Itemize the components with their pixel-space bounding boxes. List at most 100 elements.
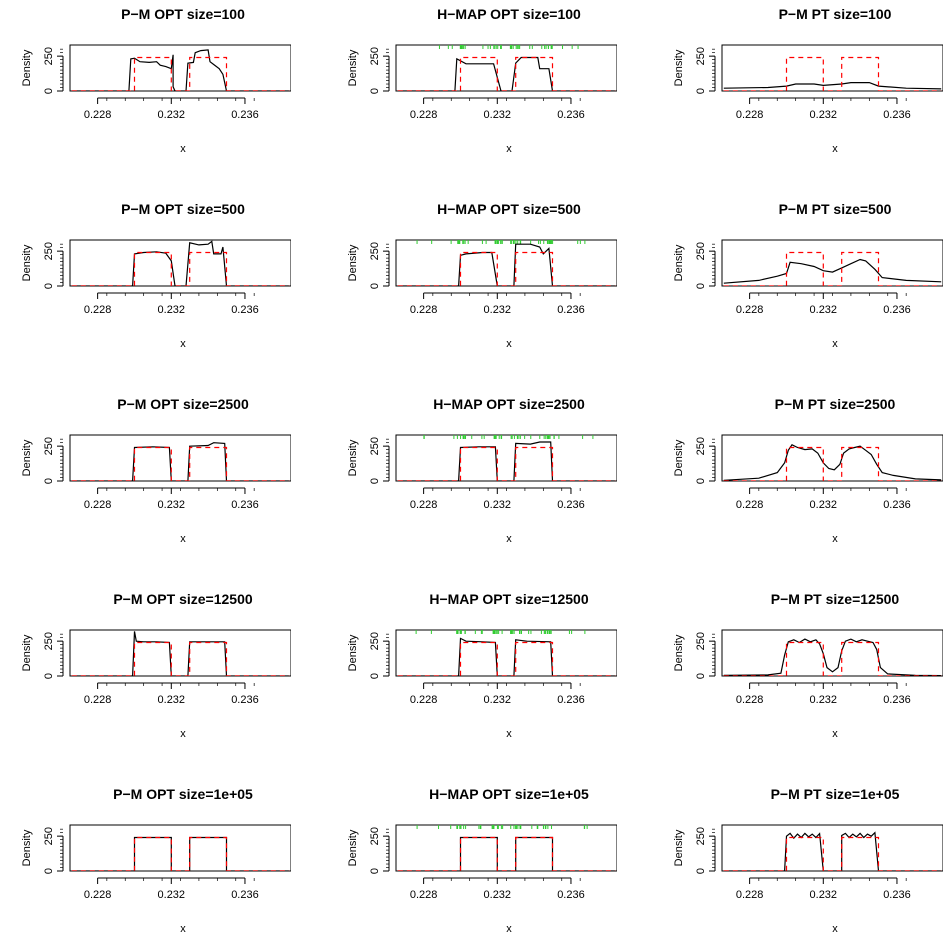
y-tick-label: 0	[369, 673, 381, 679]
x-tick-label: 0.232	[484, 889, 512, 901]
y-tick-label: 0	[43, 868, 55, 874]
y-tick-label: 250	[695, 632, 707, 650]
chart-title: H−MAP OPT size=12500	[429, 591, 588, 607]
chart-title: P−M PT size=100	[779, 6, 892, 22]
y-axis-label: Density	[21, 829, 33, 866]
chart-title: H−MAP OPT size=1e+05	[429, 786, 589, 802]
y-tick-label: 250	[369, 437, 381, 455]
plot-frame	[69, 44, 291, 92]
y-axis-label: Density	[21, 244, 33, 281]
true-density-line	[723, 641, 942, 676]
rug-marks	[416, 240, 586, 244]
estimated-density-line	[723, 258, 942, 284]
x-axis-label: x	[180, 143, 186, 155]
y-tick-label: 250	[695, 242, 707, 260]
y-axis-label: Density	[347, 49, 359, 86]
y-tick-label: 250	[369, 827, 381, 845]
x-tick-label: 0.232	[158, 889, 186, 901]
estimated-density-line	[71, 442, 290, 481]
x-tick-label: 0.228	[84, 694, 112, 706]
x-axis-label: x	[506, 728, 512, 740]
x-tick-label: 0.228	[84, 304, 112, 316]
y-tick-label: 250	[43, 827, 55, 845]
chart-title: P−M PT size=2500	[775, 396, 896, 412]
x-axis-label: x	[180, 533, 186, 545]
x-tick-label: 0.232	[484, 694, 512, 706]
true-density-line	[723, 446, 942, 481]
true-density-line	[71, 836, 290, 871]
x-tick-label: 0.228	[410, 499, 438, 511]
y-tick-label: 250	[695, 827, 707, 845]
x-tick-label: 0.232	[158, 109, 186, 121]
x-axis-label: x	[506, 923, 512, 935]
estimated-density-line	[397, 637, 616, 676]
x-tick-label: 0.228	[736, 304, 764, 316]
chart-title: P−M OPT size=2500	[117, 396, 249, 412]
chart-panel: H−MAP OPT size=1e+05 0 250 Density 0.228 0.23…	[347, 786, 617, 935]
estimated-density-line	[723, 831, 942, 871]
true-density-line	[397, 56, 616, 91]
x-tick-label: 0.228	[410, 694, 438, 706]
y-tick-label: 0	[695, 88, 707, 94]
plot-frame	[69, 239, 291, 287]
x-tick-label: 0.232	[484, 499, 512, 511]
true-density-line	[397, 251, 616, 286]
x-tick-label: 0.232	[484, 304, 512, 316]
plot-frame	[69, 434, 291, 482]
x-tick-label: 0.236	[883, 499, 911, 511]
x-tick-label: 0.236	[231, 694, 259, 706]
x-tick-label: 0.236	[557, 499, 585, 511]
x-axis-label: x	[506, 533, 512, 545]
plot-frame	[69, 629, 291, 677]
y-tick-label: 0	[695, 478, 707, 484]
x-tick-label: 0.228	[736, 499, 764, 511]
chart-panel: H−MAP OPT size=2500 0 250 Density 0.228 0.232…	[347, 396, 617, 545]
chart-panel: P−M PT size=12500 0 250 Density 0.228 0.232 0.…	[673, 591, 943, 740]
chart-panel: P−M PT size=2500 0 250 Density 0.228 0.232 0.2…	[673, 396, 943, 545]
y-axis-label: Density	[21, 439, 33, 476]
true-density-line	[723, 836, 942, 871]
plot-frame	[395, 44, 617, 92]
y-tick-label: 0	[43, 673, 55, 679]
true-density-line	[71, 251, 290, 286]
plot-frame	[721, 629, 943, 677]
y-axis-label: Density	[673, 244, 685, 281]
y-tick-label: 0	[369, 478, 381, 484]
chart-panel: P−M OPT size=2500 0 250 Density 0.228 0.232 0.…	[21, 396, 291, 545]
y-tick-label: 250	[369, 242, 381, 260]
rug-marks	[415, 630, 586, 634]
x-tick-label: 0.232	[810, 889, 838, 901]
y-tick-label: 0	[695, 283, 707, 289]
y-tick-label: 0	[369, 88, 381, 94]
x-tick-label: 0.236	[883, 304, 911, 316]
true-density-line	[71, 56, 290, 91]
chart-title: P−M PT size=500	[779, 201, 892, 217]
x-tick-label: 0.236	[231, 499, 259, 511]
y-tick-label: 0	[369, 283, 381, 289]
x-tick-label: 0.228	[736, 109, 764, 121]
rug-marks	[423, 435, 594, 439]
true-density-line	[397, 836, 616, 871]
chart-title: P−M OPT size=500	[121, 201, 245, 217]
y-tick-label: 0	[43, 88, 55, 94]
true-density-line	[397, 641, 616, 676]
chart-panel: P−M OPT size=12500 0 250 Density 0.228 0.232 0…	[21, 591, 291, 740]
x-tick-label: 0.228	[84, 889, 112, 901]
chart-title: P−M OPT size=100	[121, 6, 245, 22]
plot-frame	[69, 824, 291, 872]
plot-frame	[395, 434, 617, 482]
y-axis-label: Density	[673, 49, 685, 86]
y-axis-label: Density	[347, 829, 359, 866]
y-axis-label: Density	[347, 244, 359, 281]
x-tick-label: 0.236	[557, 109, 585, 121]
chart-panel: H−MAP OPT size=12500 0 250 Density 0.228 0.23…	[347, 591, 617, 740]
x-tick-label: 0.236	[883, 109, 911, 121]
y-tick-label: 0	[695, 868, 707, 874]
x-axis-label: x	[832, 533, 838, 545]
x-axis-label: x	[832, 143, 838, 155]
y-tick-label: 0	[369, 868, 381, 874]
y-tick-label: 250	[43, 632, 55, 650]
plot-frame	[395, 629, 617, 677]
y-tick-label: 250	[43, 437, 55, 455]
